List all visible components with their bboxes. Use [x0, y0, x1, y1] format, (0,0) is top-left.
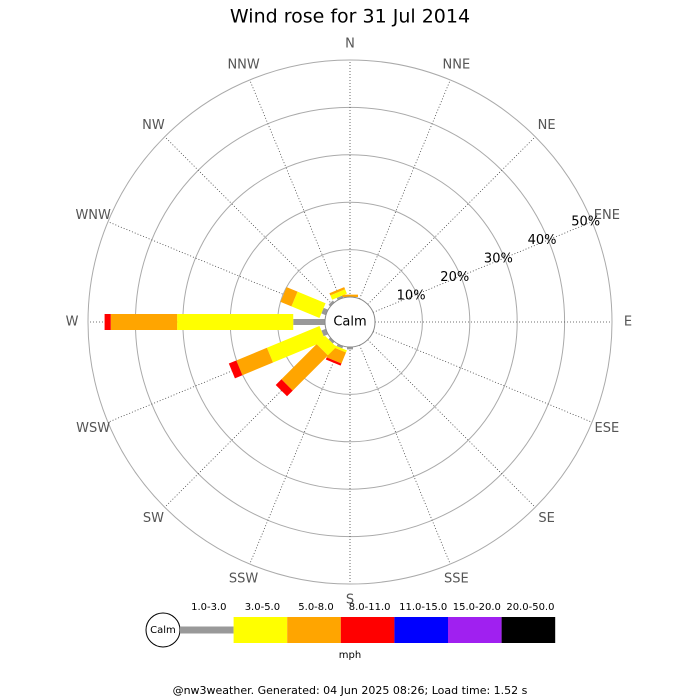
chart-title: Wind rose for 31 Jul 2014	[230, 6, 470, 28]
spoke	[367, 136, 536, 305]
legend-label: 1.0-3.0	[191, 602, 226, 613]
wind-segment	[336, 295, 344, 301]
spoke	[359, 79, 451, 300]
wind-segment	[325, 357, 342, 366]
spoke	[372, 221, 593, 313]
legend-swatch	[287, 617, 341, 643]
direction-label: WNW	[75, 208, 111, 223]
direction-label: ESE	[594, 421, 619, 436]
wind-segment	[280, 287, 298, 307]
wind-segment	[266, 325, 326, 363]
spoke	[367, 339, 536, 508]
r-tick-label: 50%	[571, 214, 600, 229]
legend-swatch	[340, 617, 395, 643]
spoke	[164, 136, 333, 305]
direction-label: SW	[143, 511, 164, 526]
direction-label: N	[345, 37, 355, 52]
direction-label: ENE	[594, 208, 620, 223]
legend-swatch	[180, 626, 234, 634]
wind-segment	[329, 287, 346, 296]
direction-label: SE	[538, 511, 554, 526]
calm-circle	[324, 296, 376, 348]
legend-swatch	[501, 617, 556, 643]
wind-segment	[110, 314, 178, 330]
wind-segment	[330, 289, 347, 300]
legend-units: mph	[339, 650, 361, 661]
wind-segment	[228, 360, 243, 379]
spoke	[249, 344, 341, 565]
wind-segment	[177, 314, 294, 330]
direction-label: NNE	[443, 58, 471, 73]
legend-swatch	[448, 617, 502, 643]
legend-swatch	[233, 617, 288, 643]
legend-label: 5.0-8.0	[298, 602, 333, 613]
wind-segment	[328, 337, 335, 344]
wind-segment	[236, 347, 274, 376]
direction-label: E	[624, 315, 632, 330]
r-tick-label: 40%	[528, 233, 557, 248]
direction-label: NE	[538, 118, 556, 133]
legend-label: 3.0-5.0	[245, 602, 280, 613]
r-tick-label: 30%	[484, 252, 513, 267]
wind-segment	[104, 314, 111, 330]
direction-label: W	[66, 315, 79, 330]
r-tick-label: 10%	[397, 289, 426, 304]
direction-label: S	[346, 593, 354, 608]
legend-label: 20.0-50.0	[506, 602, 554, 613]
legend-calm-label: Calm	[150, 625, 176, 636]
spoke	[359, 344, 451, 565]
wind-segment	[293, 319, 325, 325]
legend-label: 15.0-20.0	[453, 602, 501, 613]
spoke	[249, 79, 341, 300]
direction-label: NNW	[227, 58, 259, 73]
direction-label: NW	[142, 118, 165, 133]
wind-segment	[281, 344, 328, 391]
spoke	[372, 331, 593, 423]
wind-segment	[347, 347, 353, 350]
wind-segment	[336, 343, 344, 349]
direction-label: SSW	[229, 571, 259, 586]
calm-label: Calm	[333, 315, 366, 330]
direction-label: SSE	[444, 571, 469, 586]
ring	[87, 59, 613, 585]
r-tick-label: 20%	[440, 270, 469, 285]
wind-segment	[342, 294, 358, 297]
legend-label: 11.0-15.0	[399, 602, 447, 613]
wind-segment	[328, 300, 335, 307]
wind-segment	[291, 291, 326, 319]
legend-swatch	[394, 617, 448, 643]
wind-segment	[275, 379, 293, 397]
legend-label: 8.0-11.0	[349, 602, 391, 613]
direction-label: WSW	[76, 421, 110, 436]
footer: @nw3weather. Generated: 04 Jun 2025 08:2…	[173, 684, 528, 697]
